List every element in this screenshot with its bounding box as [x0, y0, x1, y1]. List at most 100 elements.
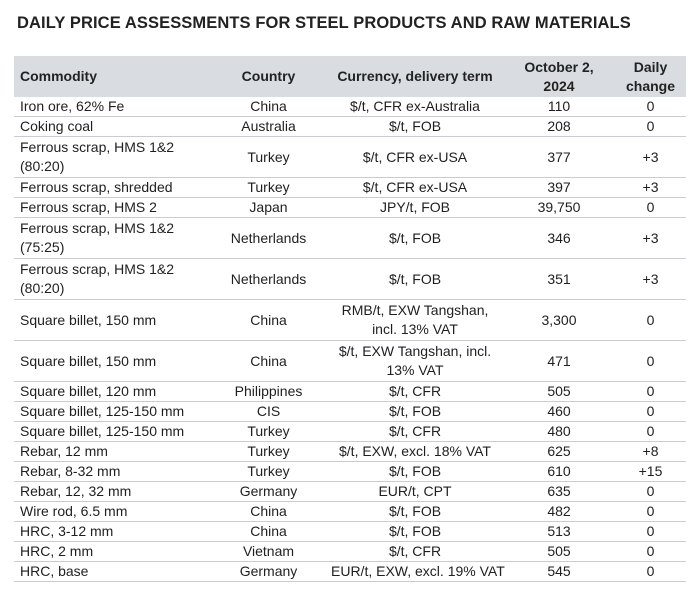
cell-country: CIS	[210, 401, 327, 422]
cell-price: 460	[503, 401, 615, 422]
table-row: Ferrous scrap, shredded Turkey $/t, CFR …	[14, 177, 686, 198]
cell-currency: $/t, FOB	[327, 521, 503, 542]
cell-change: +8	[615, 441, 686, 462]
table-row: Square billet, 150 mm China $/t, EXW Tan…	[14, 340, 686, 382]
cell-commodity: Ferrous scrap, HMS 1&2 (80:20)	[14, 136, 210, 178]
cell-currency: $/t, FOB	[327, 116, 503, 137]
table-row: Ferrous scrap, HMS 1&2 (80:20) Netherlan…	[14, 258, 686, 300]
cell-currency: $/t, CFR ex-Australia	[327, 97, 503, 117]
cell-price: 610	[503, 461, 615, 482]
cell-currency: $/t, EXW, excl. 18% VAT	[327, 441, 503, 462]
cell-change: +15	[615, 461, 686, 482]
cell-commodity: Rebar, 8-32 mm	[14, 461, 210, 482]
header-change-line2: change	[625, 77, 675, 94]
table-row: HRC, 3-12 mm China $/t, FOB 513 0	[14, 521, 686, 542]
cell-country: China	[210, 501, 327, 522]
header-currency: Currency, delivery term	[337, 68, 493, 84]
cell-country: China	[210, 97, 327, 117]
cell-price: 377	[503, 136, 615, 178]
table-row: Rebar, 12, 32 mm Germany EUR/t, CPT 635 …	[14, 481, 686, 502]
header-row: Commodity Country Currency, delivery ter…	[14, 56, 686, 97]
cell-currency: $/t, FOB	[327, 461, 503, 482]
cell-price: 39,750	[503, 197, 615, 218]
cell-change: +3	[615, 136, 686, 178]
cell-price: 635	[503, 481, 615, 502]
cell-country: Turkey	[210, 461, 327, 482]
cell-commodity: Ferrous scrap, shredded	[14, 177, 210, 198]
cell-country: Australia	[210, 116, 327, 137]
cell-price: 3,300	[503, 299, 615, 341]
cell-commodity: HRC, 3-12 mm	[14, 521, 210, 542]
table-row: Iron ore, 62% Fe China $/t, CFR ex-Austr…	[14, 97, 686, 117]
cell-country: Germany	[210, 561, 327, 582]
cell-change: 0	[615, 97, 686, 117]
cell-price: 110	[503, 97, 615, 117]
table-row: HRC, base Germany EUR/t, EXW, excl. 19% …	[14, 561, 686, 582]
cell-commodity: Ferrous scrap, HMS 1&2 (75:25)	[14, 217, 210, 259]
cell-country: China	[210, 299, 327, 341]
table-row: Rebar, 12 mm Turkey $/t, EXW, excl. 18% …	[14, 441, 686, 462]
cell-currency: RMB/t, EXW Tangshan, incl. 13% VAT	[327, 299, 503, 341]
table-header: Commodity Country Currency, delivery ter…	[14, 56, 686, 97]
cell-price: 346	[503, 217, 615, 259]
header-date: October 2, 2024	[503, 56, 615, 97]
cell-commodity: Rebar, 12, 32 mm	[14, 481, 210, 502]
price-table: Commodity Country Currency, delivery ter…	[14, 56, 686, 582]
price-table-container: Commodity Country Currency, delivery ter…	[14, 56, 686, 582]
table-row: Coking coal Australia $/t, FOB 208 0	[14, 116, 686, 137]
cell-change: 0	[615, 561, 686, 582]
cell-commodity: Rebar, 12 mm	[14, 441, 210, 462]
cell-country: China	[210, 521, 327, 542]
cell-currency: $/t, FOB	[327, 401, 503, 422]
cell-change: 0	[615, 521, 686, 542]
cell-price: 505	[503, 541, 615, 562]
cell-change: 0	[615, 401, 686, 422]
cell-currency: $/t, CFR ex-USA	[327, 136, 503, 178]
cell-price: 397	[503, 177, 615, 198]
table-row: Rebar, 8-32 mm Turkey $/t, FOB 610 +15	[14, 461, 686, 482]
cell-price: 351	[503, 258, 615, 300]
table-row: Square billet, 125-150 mm Turkey $/t, CF…	[14, 421, 686, 442]
cell-currency: $/t, CFR	[327, 421, 503, 442]
cell-change: 0	[615, 481, 686, 502]
cell-country: Turkey	[210, 177, 327, 198]
cell-currency: JPY/t, FOB	[327, 197, 503, 218]
cell-country: Netherlands	[210, 258, 327, 300]
page-title: DAILY PRICE ASSESSMENTS FOR STEEL PRODUC…	[17, 14, 631, 32]
cell-price: 505	[503, 381, 615, 402]
cell-currency: $/t, FOB	[327, 217, 503, 259]
cell-country: China	[210, 340, 327, 382]
cell-country: Turkey	[210, 421, 327, 442]
cell-currency: EUR/t, CPT	[327, 481, 503, 502]
cell-price: 625	[503, 441, 615, 462]
cell-change: +3	[615, 217, 686, 259]
header-country: Country	[241, 68, 296, 84]
cell-currency: $/t, EXW Tangshan, incl. 13% VAT	[327, 340, 503, 382]
header-commodity: Commodity	[20, 68, 97, 84]
cell-commodity: Square billet, 120 mm	[14, 381, 210, 402]
table-row: Square billet, 125-150 mm CIS $/t, FOB 4…	[14, 401, 686, 422]
header-change-line1: Daily	[633, 58, 668, 75]
cell-country: Turkey	[210, 136, 327, 178]
table-row: Ferrous scrap, HMS 1&2 (80:20) Turkey $/…	[14, 136, 686, 178]
cell-country: Philippines	[210, 381, 327, 402]
cell-price: 471	[503, 340, 615, 382]
cell-commodity: HRC, 2 mm	[14, 541, 210, 562]
cell-change: 0	[615, 381, 686, 402]
cell-currency: $/t, CFR ex-USA	[327, 177, 503, 198]
cell-price: 513	[503, 521, 615, 542]
cell-currency: $/t, FOB	[327, 258, 503, 300]
table-row: Square billet, 150 mm China RMB/t, EXW T…	[14, 299, 686, 341]
cell-commodity: Iron ore, 62% Fe	[14, 97, 210, 117]
cell-change: 0	[615, 197, 686, 218]
cell-country: Turkey	[210, 441, 327, 462]
cell-change: 0	[615, 541, 686, 562]
cell-change: 0	[615, 116, 686, 137]
cell-price: 482	[503, 501, 615, 522]
cell-change: +3	[615, 258, 686, 300]
cell-commodity: Square billet, 125-150 mm	[14, 421, 210, 442]
table-row: Ferrous scrap, HMS 1&2 (75:25) Netherlan…	[14, 217, 686, 259]
header-change: Daily change	[615, 56, 686, 97]
header-date-line2: 2024	[543, 77, 575, 94]
table-row: Square billet, 120 mm Philippines $/t, C…	[14, 381, 686, 402]
